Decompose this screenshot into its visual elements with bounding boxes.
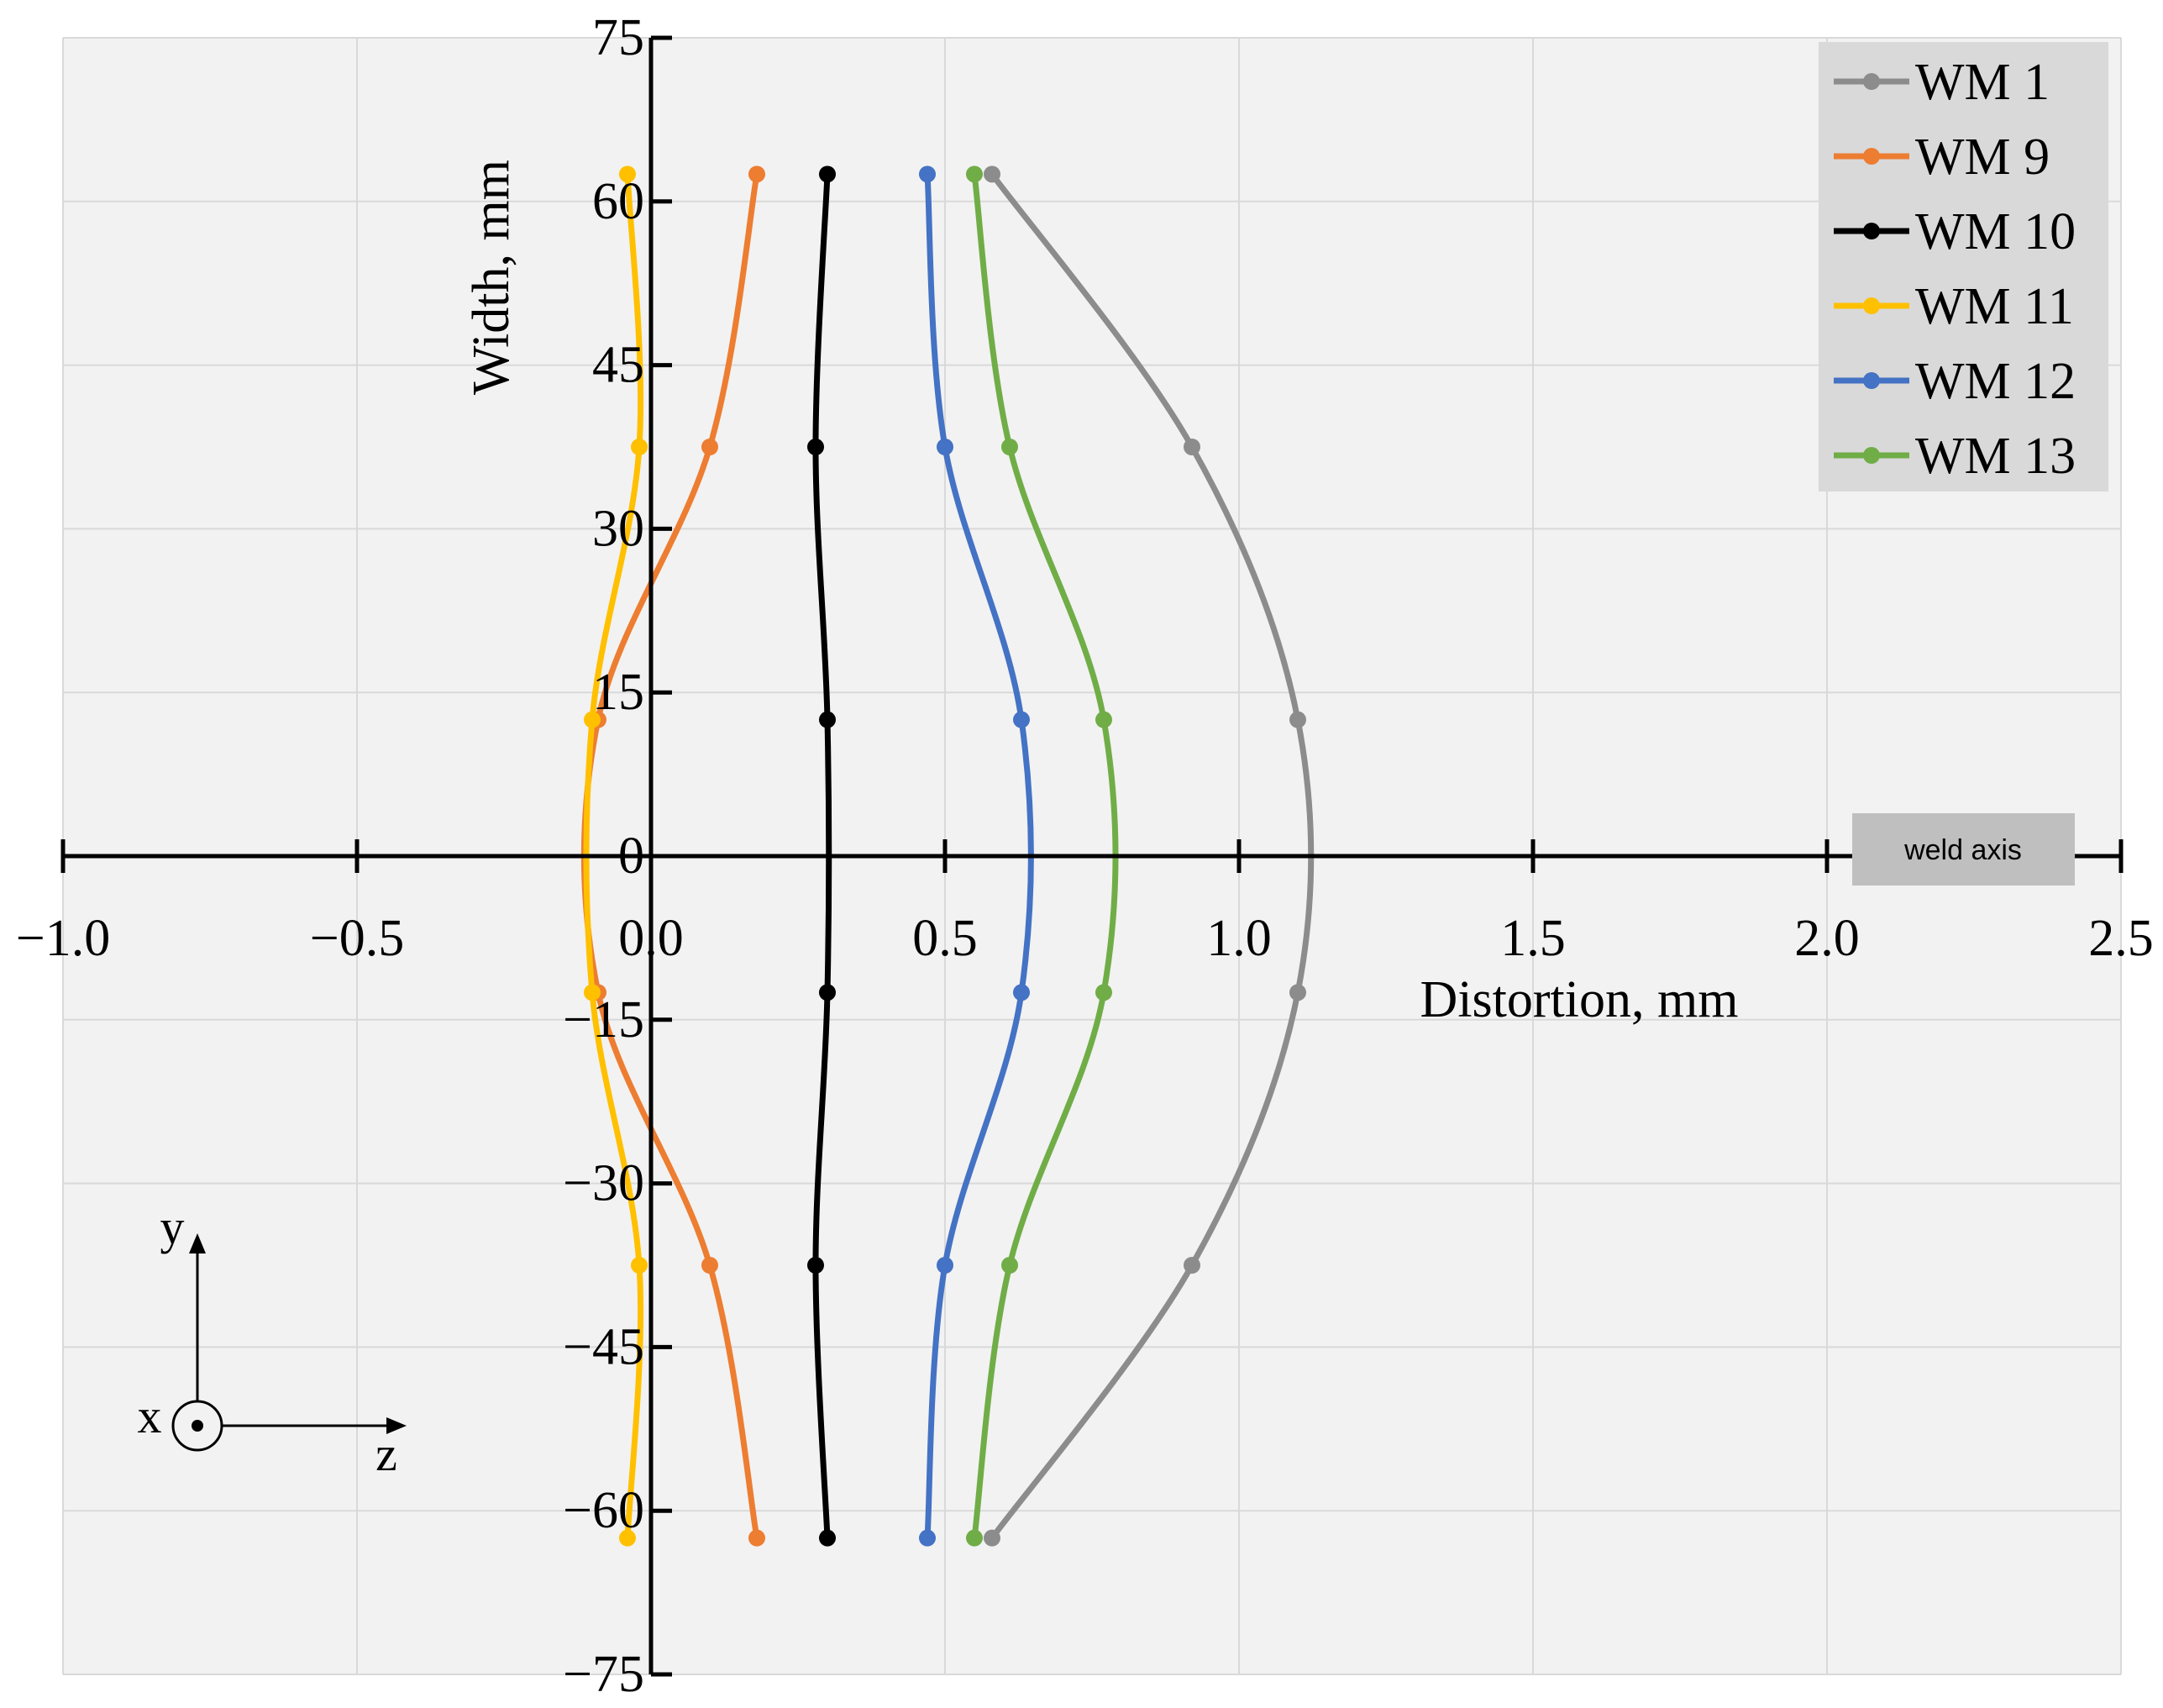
data-point-wm-10-2 — [819, 711, 836, 728]
y-tick-label-6: −15 — [563, 991, 644, 1048]
data-point-wm-10-4 — [807, 1257, 824, 1274]
x-tick-label-2: 0.0 — [618, 910, 684, 967]
legend-label-wm-9: WM 9 — [1915, 129, 2050, 186]
data-point-wm-10-3 — [819, 984, 836, 1001]
data-point-wm-12-1 — [937, 439, 953, 455]
legend-marker-wm-13 — [1863, 447, 1880, 464]
data-point-wm-9-1 — [701, 439, 718, 455]
x-axis-title: Distortion, mm — [1420, 971, 1739, 1028]
tick-labels: −1.0 −0.5 0.0 0.5 1.0 1.5 2.0 2.5 75 60 45 30 15 0 −15… — [16, 9, 2154, 1703]
y-tick-label-1: 60 — [592, 173, 644, 230]
data-point-wm-12-5 — [919, 1529, 936, 1547]
legend-label-wm-12: WM 12 — [1915, 353, 2076, 410]
weld-axis-annotation: weld axis — [1852, 813, 2075, 886]
data-point-wm-9-0 — [748, 166, 765, 183]
z-axis-letter: z — [375, 1427, 397, 1481]
data-point-wm-13-3 — [1095, 984, 1112, 1001]
y-tick-label-8: −45 — [563, 1318, 644, 1375]
y-tick-label-5: 0 — [618, 828, 644, 885]
data-point-wm-11-1 — [631, 439, 648, 455]
legend-label-wm-13: WM 13 — [1915, 428, 2076, 485]
legend-box — [1819, 42, 2108, 491]
data-point-wm-9-5 — [748, 1529, 765, 1547]
coordinate-system: y x z — [138, 1200, 407, 1481]
weld-axis-box — [1852, 813, 2075, 886]
legend-label-wm-11: WM 11 — [1915, 278, 2074, 335]
legend-label-wm-10: WM 10 — [1915, 203, 2076, 260]
x-tick-label-0: −1.0 — [16, 910, 110, 967]
x-tick-label-4: 1.0 — [1206, 910, 1272, 967]
legend-label-wm-1: WM 1 — [1915, 54, 2050, 111]
x-tick-label-6: 2.0 — [1794, 910, 1860, 967]
legend-marker-wm-11 — [1863, 297, 1880, 314]
data-point-wm-13-5 — [966, 1529, 983, 1547]
data-point-wm-10-1 — [807, 439, 824, 455]
data-point-wm-12-2 — [1013, 711, 1030, 728]
x-axis-dot — [192, 1420, 203, 1432]
data-point-wm-1-5 — [984, 1529, 1000, 1547]
y-tick-label-2: 45 — [592, 337, 644, 394]
z-arrow-head — [386, 1417, 407, 1434]
x-axis-circle — [171, 1400, 223, 1452]
data-point-wm-10-0 — [819, 166, 836, 183]
y-axis-letter: y — [160, 1200, 185, 1254]
legend-marker-wm-12 — [1863, 372, 1880, 389]
legend: WM 1 WM 9 WM 10 WM 11 WM 12 WM 13 — [1819, 42, 2108, 491]
x-axis-letter: x — [138, 1389, 162, 1443]
y-tick-label-3: 30 — [592, 500, 644, 557]
data-point-wm-10-5 — [819, 1529, 836, 1547]
y-tick-label-7: −30 — [563, 1155, 644, 1212]
data-point-wm-1-2 — [1289, 711, 1306, 728]
x-tick-label-7: 2.5 — [2088, 910, 2154, 967]
data-point-wm-12-4 — [937, 1257, 953, 1274]
x-tick-label-1: −0.5 — [310, 910, 404, 967]
data-point-wm-12-0 — [919, 166, 936, 183]
data-point-wm-11-0 — [619, 166, 636, 183]
y-axis-title: Width, mm — [463, 160, 520, 395]
data-point-wm-11-5 — [619, 1529, 636, 1547]
legend-marker-wm-10 — [1863, 223, 1880, 239]
legend-marker-wm-1 — [1863, 73, 1880, 90]
data-point-wm-9-4 — [701, 1257, 718, 1274]
y-tick-label-0: 75 — [592, 9, 644, 66]
legend-marker-wm-9 — [1863, 148, 1880, 165]
data-point-wm-13-2 — [1095, 711, 1112, 728]
data-point-wm-11-3 — [584, 984, 601, 1001]
data-point-wm-1-1 — [1184, 439, 1200, 455]
x-tick-label-5: 1.5 — [1500, 910, 1566, 967]
data-point-wm-1-4 — [1184, 1257, 1200, 1274]
data-point-wm-13-4 — [1001, 1257, 1018, 1274]
x-tick-label-3: 0.5 — [912, 910, 978, 967]
data-point-wm-13-0 — [966, 166, 983, 183]
data-point-wm-12-3 — [1013, 984, 1030, 1001]
data-point-wm-1-0 — [984, 166, 1000, 183]
weld-axis-label: weld axis — [1903, 834, 2022, 866]
y-tick-label-9: −60 — [563, 1482, 644, 1539]
data-point-wm-11-4 — [631, 1257, 648, 1274]
data-point-wm-1-3 — [1289, 984, 1306, 1001]
axes — [60, 35, 2124, 1677]
y-arrow-head — [189, 1233, 206, 1253]
data-point-wm-13-1 — [1001, 439, 1018, 455]
data-point-wm-11-2 — [584, 711, 601, 728]
y-tick-label-4: 15 — [592, 664, 644, 721]
y-tick-label-10: −75 — [563, 1646, 644, 1703]
